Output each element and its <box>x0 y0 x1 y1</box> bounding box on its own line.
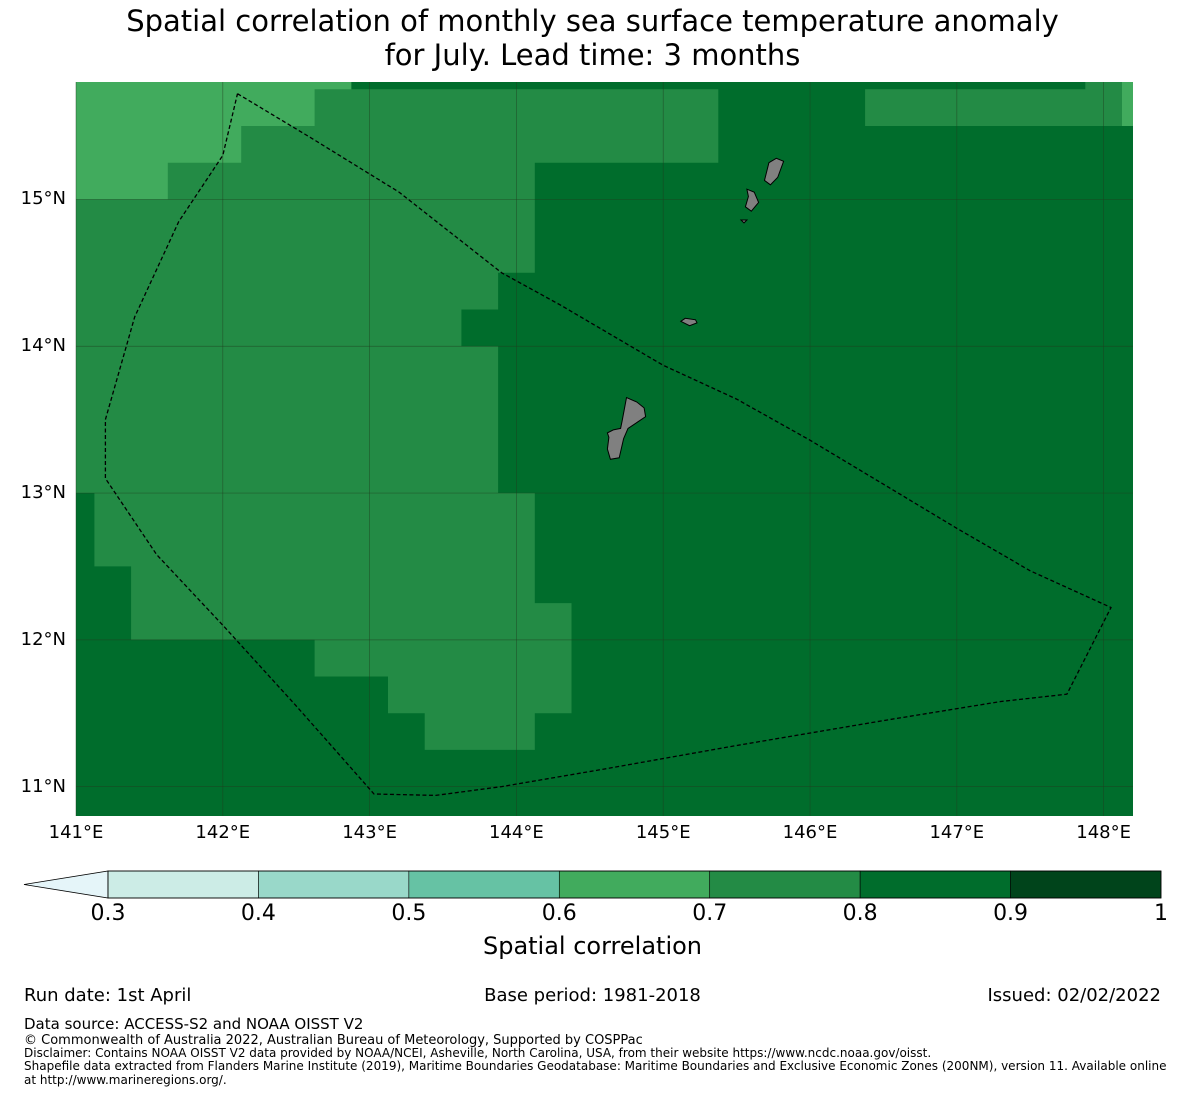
issued-date: Issued: 02/02/2022 <box>987 985 1161 1006</box>
latitude-tick-label: 13°N <box>20 482 66 504</box>
longitude-tick-label: 148°E <box>1076 822 1131 843</box>
colorbar-tick-label: 0.4 <box>240 901 276 926</box>
longitude-tick-label: 147°E <box>929 822 985 843</box>
island-tinian <box>744 188 760 212</box>
correlation-region-class-0-6-0-7 <box>1122 82 1133 126</box>
shapefile-credit: Shapefile data extracted from Flanders M… <box>24 1059 1167 1073</box>
longitude-tick-label: 145°E <box>635 822 691 843</box>
latitude-tick-label: 12°N <box>20 628 66 650</box>
colorbar-tick-label: 0.3 <box>90 901 126 926</box>
longitude-tick-label: 144°E <box>489 822 544 843</box>
correlation-region-class-0-6-0-7 <box>76 82 352 200</box>
colorbar-bin <box>408 870 560 899</box>
island-rota <box>679 317 698 327</box>
colorbar-bin <box>558 870 711 899</box>
run-date: Run date: 1st April <box>24 985 192 1006</box>
latitude-tick-label: 15°N <box>20 188 66 210</box>
chart-title-line-1: Spatial correlation of monthly sea surfa… <box>126 4 1059 38</box>
colorbar-tick-label: 1 <box>1154 901 1168 926</box>
island-saipan <box>763 157 785 186</box>
disclaimer: Disclaimer: Contains NOAA OISST V2 data … <box>24 1046 932 1060</box>
colorbar-extend-arrow <box>23 870 109 899</box>
correlation-region-class-0-7-0-8 <box>76 82 1133 750</box>
colorbar-frame <box>107 870 1162 899</box>
shapefile-credit-url: at http://www.marineregions.org/. <box>24 1073 227 1087</box>
data-source: Data source: ACCESS-S2 and NOAA OISST V2 <box>24 1015 364 1033</box>
colorbar-bin <box>258 870 410 899</box>
latitude-tick-label: 14°N <box>20 335 66 357</box>
colorbar-bin <box>1010 870 1162 899</box>
longitude-tick-label: 141°E <box>48 822 104 843</box>
colorbar-tick-label: 0.9 <box>993 901 1029 926</box>
colorbar-tick-label: 0.5 <box>391 901 427 926</box>
colorbar-tick-label: 0.6 <box>541 901 577 926</box>
colorbar-label: Spatial correlation <box>482 932 703 960</box>
colorbar-bin <box>709 870 861 899</box>
colorbar-bin <box>859 870 1011 899</box>
longitude-tick-label: 143°E <box>342 822 397 843</box>
colorbar-bin <box>107 870 259 899</box>
copyright-notice: © Commonwealth of Australia 2022, Austra… <box>24 1033 643 1048</box>
island-guam <box>606 396 647 460</box>
longitude-tick-label: 142°E <box>195 822 251 843</box>
chart-title-line-2: for July. Lead time: 3 months <box>384 38 801 72</box>
colorbar-tick-label: 0.7 <box>692 901 728 926</box>
island-aguijan <box>739 219 749 224</box>
latitude-tick-label: 11°N <box>20 775 66 797</box>
colorbar-tick-label: 0.8 <box>842 901 878 926</box>
longitude-tick-label: 146°E <box>782 822 838 843</box>
base-period: Base period: 1981-2018 <box>484 985 701 1006</box>
